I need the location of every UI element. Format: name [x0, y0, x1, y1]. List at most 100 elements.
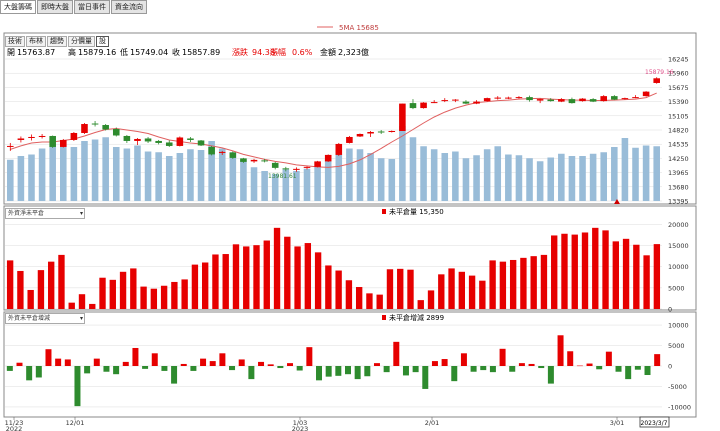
volume-bar — [600, 152, 608, 201]
volume-bar — [314, 166, 321, 201]
oi-change-bar — [45, 349, 52, 366]
oi-bar — [386, 269, 394, 309]
price-ytick-label: 13965 — [668, 169, 689, 177]
oi-change-ytick-label: 10000 — [668, 322, 689, 330]
tab-market-chips[interactable]: 大盤籌碼 — [0, 0, 36, 14]
oi-bar — [479, 280, 486, 309]
x-tick-label: 1/03 — [293, 419, 308, 427]
oi-bar — [212, 254, 219, 309]
candle-body — [282, 168, 290, 170]
oi-change-bar — [364, 366, 371, 377]
oi-change-bar — [103, 366, 110, 372]
oi-bar — [140, 286, 147, 309]
oi-bar — [376, 294, 383, 309]
candle-body — [388, 130, 396, 132]
oi-bar — [314, 252, 322, 309]
oi-change-bar — [422, 366, 429, 389]
volume-bar — [293, 171, 300, 201]
subtab-technical[interactable]: 技術 — [5, 36, 25, 47]
volume-bar — [282, 169, 290, 201]
oi-change-bar — [625, 366, 632, 380]
oi-change-bar — [596, 366, 603, 370]
candle-body — [28, 136, 35, 138]
price-ytick-label: 16245 — [668, 56, 689, 64]
volume-bar — [303, 168, 311, 201]
tab-daily-events[interactable]: 當日事件 — [74, 0, 110, 14]
oi-change-bar — [335, 366, 342, 376]
low-label: 低 — [120, 47, 128, 57]
oi-bar — [571, 234, 578, 309]
oi-change-bar — [441, 359, 448, 366]
oi-change-bar — [615, 366, 622, 372]
candle-body — [642, 91, 650, 97]
volume-bar — [611, 147, 618, 201]
candle-body — [303, 166, 311, 168]
oi-bar — [653, 244, 661, 309]
oi-change-bar — [74, 366, 81, 407]
oi-change-bar — [209, 361, 216, 366]
candle-body — [335, 143, 343, 155]
oi-bar — [160, 285, 168, 309]
oi-change-bar — [509, 366, 516, 372]
candle-body — [165, 142, 173, 146]
subtab-price-volume[interactable]: 分價量 — [68, 36, 95, 47]
oi-bar — [232, 244, 240, 309]
subtab-trend[interactable]: 趨勢 — [47, 36, 67, 47]
oi-bar — [17, 270, 24, 309]
oi-change-bar — [412, 366, 419, 373]
volume-bar — [144, 151, 152, 201]
price-ytick-label: 14535 — [668, 141, 689, 149]
price-ytick-label: 15390 — [668, 98, 689, 106]
panel2-indicator-select[interactable]: 外資淨未平倉 ▾ — [5, 208, 85, 219]
tab-realtime-market[interactable]: 即時大盤 — [37, 0, 73, 14]
pct-label: 漲幅 — [270, 47, 286, 57]
oi-panel: 0 5000 10000 15000 20000 — [5, 221, 689, 314]
candle-body — [494, 97, 502, 99]
panel3-indicator-select[interactable]: 外資未平倉增減 ▾ — [5, 313, 85, 324]
oi-change-bar — [55, 358, 62, 366]
volume-bar — [642, 145, 650, 201]
tab-fund-flow[interactable]: 資金流向 — [111, 0, 147, 14]
oi-ytick-label: 10000 — [668, 263, 689, 271]
oi-change-bar — [605, 351, 612, 366]
candle-body — [134, 138, 141, 141]
subtab-settings[interactable]: 設 — [96, 36, 109, 47]
candle-body — [452, 99, 459, 101]
volume-bar — [579, 156, 586, 201]
oi-change-bar — [132, 347, 139, 366]
oi-bar — [58, 254, 65, 309]
candle-body — [653, 78, 660, 83]
oi-bar — [438, 274, 445, 309]
volume-bar — [250, 167, 258, 201]
candle-body — [17, 138, 25, 140]
oi-change-bar — [431, 361, 438, 366]
cursor-date-box — [639, 416, 670, 428]
oi-change-bar — [219, 353, 226, 366]
candle-body — [314, 161, 321, 167]
oi-change-bar — [142, 366, 149, 369]
price-ytick-label: 15675 — [668, 84, 689, 92]
volume-bar — [261, 171, 268, 201]
subtab-bollinger[interactable]: 布林 — [26, 36, 46, 47]
oi-change-bar — [547, 366, 554, 384]
volume-bar — [399, 126, 406, 201]
oi-bar — [273, 227, 281, 309]
candle-body — [632, 97, 639, 99]
cursor-date: 2023/3/7 — [641, 420, 668, 427]
candle-body — [187, 138, 194, 140]
candle-body — [250, 159, 258, 162]
volume-bar — [558, 153, 565, 201]
x-tick-label: 3/01 — [610, 419, 625, 427]
oi-change-bar — [296, 366, 303, 371]
oi-change-bar — [287, 363, 294, 366]
chart-frames — [3, 32, 697, 418]
volume-bar — [388, 159, 396, 201]
oi-bar — [263, 240, 270, 309]
volume-bar — [409, 137, 417, 201]
oi-bar — [509, 259, 517, 309]
low-value: 15749.04 — [130, 48, 168, 57]
oi-change-bar — [122, 361, 129, 366]
candle-body — [81, 124, 88, 133]
candle-body — [409, 103, 417, 109]
volume-bar — [102, 137, 109, 201]
